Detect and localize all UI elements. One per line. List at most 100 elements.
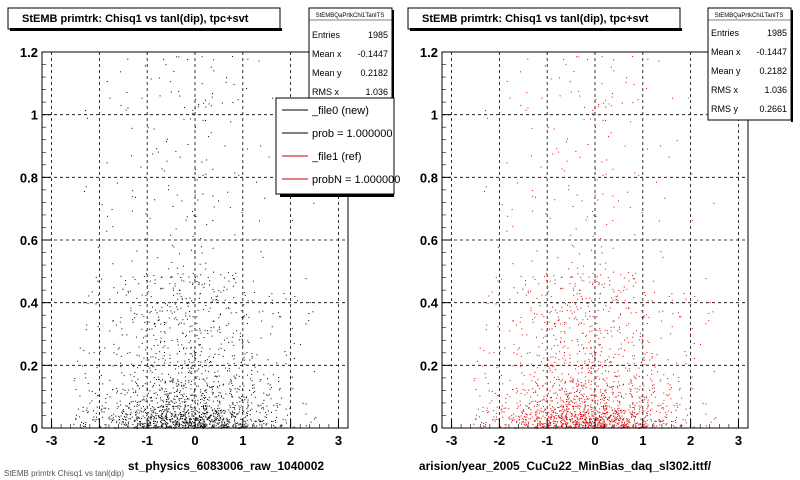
scatter-point [621, 421, 623, 423]
scatter-point [505, 426, 507, 428]
scatter-point [220, 395, 222, 397]
scatter-point [118, 419, 120, 421]
scatter-point [697, 300, 699, 302]
scatter-point [577, 344, 579, 346]
scatter-point [154, 279, 156, 281]
scatter-point [199, 415, 201, 417]
scatter-point [175, 422, 177, 424]
scatter-point [629, 370, 631, 372]
scatter-point [485, 186, 487, 188]
scatter-point [219, 419, 221, 421]
scatter-point [121, 372, 123, 374]
scatter-point [512, 319, 514, 321]
scatter-point [171, 261, 173, 263]
scatter-point [169, 357, 171, 359]
scatter-point [277, 312, 279, 314]
scatter-point [203, 397, 205, 399]
scatter-point [152, 153, 154, 155]
scatter-point [568, 425, 570, 427]
scatter-point [592, 411, 594, 413]
scatter-point [580, 406, 582, 408]
scatter-point [132, 319, 134, 321]
scatter-point [154, 199, 156, 201]
scatter-point [263, 374, 265, 376]
scatter-point [625, 307, 627, 309]
scatter-point [525, 419, 527, 421]
scatter-point [605, 106, 607, 108]
scatter-point [164, 352, 166, 354]
scatter-point [498, 395, 500, 397]
scatter-point [660, 420, 662, 422]
scatter-point [599, 416, 601, 418]
scatter-point [165, 416, 167, 418]
scatter-point [105, 402, 107, 404]
scatter-point [217, 422, 219, 424]
scatter-point [564, 352, 566, 354]
scatter-point [131, 416, 133, 418]
scatter-point [243, 396, 245, 398]
scatter-point [534, 420, 536, 422]
scatter-point [283, 292, 285, 294]
scatter-point [541, 342, 543, 344]
scatter-point [155, 338, 157, 340]
scatter-point [705, 278, 707, 280]
scatter-point [171, 418, 173, 420]
scatter-point [221, 396, 223, 398]
scatter-point [572, 287, 574, 289]
scatter-point [213, 206, 215, 208]
scatter-point [229, 421, 231, 423]
scatter-point [116, 420, 118, 422]
scatter-point [180, 276, 182, 278]
scatter-point [511, 418, 513, 420]
scatter-point [628, 341, 630, 343]
scatter-point [630, 393, 632, 395]
scatter-point [182, 319, 184, 321]
scatter-point [155, 353, 157, 355]
scatter-point [657, 404, 659, 406]
scatter-point [204, 402, 206, 404]
scatter-point [157, 426, 159, 428]
scatter-point [590, 347, 592, 349]
scatter-point [614, 396, 616, 398]
scatter-point [135, 425, 137, 427]
scatter-point [619, 425, 621, 427]
scatter-point [206, 407, 208, 409]
scatter-point [75, 417, 77, 419]
scatter-point [160, 426, 162, 428]
scatter-point [533, 376, 535, 378]
scatter-point [567, 347, 569, 349]
scatter-point [595, 419, 597, 421]
scatter-point [162, 406, 164, 408]
scatter-point [668, 393, 670, 395]
scatter-point [195, 216, 197, 218]
scatter-point [258, 311, 260, 313]
scatter-point [586, 347, 588, 349]
scatter-point [603, 286, 605, 288]
scatter-point [139, 420, 141, 422]
scatter-point [253, 384, 255, 386]
scatter-point [545, 349, 547, 351]
scatter-point [143, 410, 145, 412]
scatter-point [210, 420, 212, 422]
scatter-point [219, 314, 221, 316]
scatter-point [169, 419, 171, 421]
scatter-point [609, 423, 611, 425]
scatter-point [163, 423, 165, 425]
scatter-point [215, 417, 217, 419]
scatter-point [150, 424, 152, 426]
scatter-point [524, 424, 526, 426]
scatter-point [193, 388, 195, 390]
scatter-point [643, 417, 645, 419]
scatter-point [181, 372, 183, 374]
scatter-point [552, 386, 554, 388]
scatter-point [578, 400, 580, 402]
scatter-point [167, 373, 169, 375]
scatter-point [534, 317, 536, 319]
scatter-point [473, 380, 475, 382]
scatter-point [215, 410, 217, 412]
scatter-point [105, 397, 107, 399]
scatter-point [647, 401, 649, 403]
scatter-point [161, 379, 163, 381]
scatter-point [556, 420, 558, 422]
scatter-point [146, 415, 148, 417]
